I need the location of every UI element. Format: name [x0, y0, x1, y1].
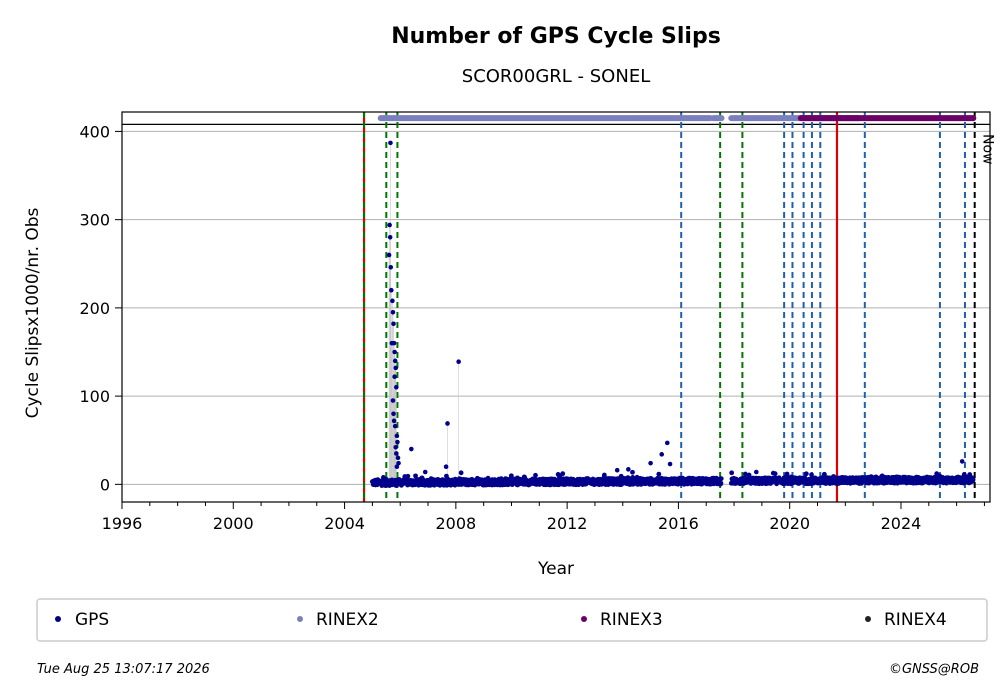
gps-point	[445, 421, 450, 426]
gps-point	[614, 467, 620, 473]
gps-point	[560, 471, 566, 477]
gps-point	[392, 423, 398, 429]
gps-point	[393, 444, 399, 450]
y-tick-label: 300	[79, 211, 110, 230]
y-tick-label: 400	[79, 122, 110, 141]
x-tick-label: 2020	[769, 514, 810, 533]
gps-point	[394, 464, 400, 470]
gps-point	[388, 140, 393, 146]
gps-point	[396, 460, 401, 466]
x-tick-label: 2008	[435, 514, 476, 533]
legend-label-rinex2: RINEX2	[316, 610, 379, 630]
footer-timestamp: Tue Aug 25 13:07:17 2026	[37, 662, 210, 677]
gps-point	[754, 469, 759, 475]
gps-point	[392, 358, 398, 364]
chart-title: Number of GPS Cycle Slips	[391, 24, 721, 49]
gps-point	[667, 461, 673, 467]
gps-point	[458, 470, 464, 476]
x-tick-label: 2004	[324, 514, 365, 533]
gps-point	[533, 472, 538, 478]
gps-point	[390, 309, 396, 315]
gps-point	[718, 476, 724, 482]
gps-point	[626, 467, 631, 472]
gps-point	[393, 365, 399, 371]
gps-point	[648, 460, 653, 466]
gps-point	[409, 446, 414, 452]
gps-point	[387, 222, 392, 228]
x-tick-label: 2000	[213, 514, 254, 533]
gps-point	[443, 464, 449, 470]
gps-point	[729, 470, 735, 476]
legend-label-gps: GPS	[75, 610, 109, 630]
footer-copyright: ©GNSS@ROB	[889, 662, 979, 677]
gps-point	[659, 452, 665, 457]
legend-marker-gps	[55, 616, 61, 622]
legend-marker-rinex4	[865, 616, 871, 622]
legend-marker-rinex3	[581, 616, 587, 622]
gps-point	[392, 374, 397, 380]
gps-point	[803, 471, 809, 477]
gps-point	[388, 264, 394, 270]
gps-point	[970, 477, 976, 482]
gps-point	[387, 234, 393, 240]
gps-point	[405, 473, 411, 479]
gps-point	[391, 321, 396, 327]
now-label: Now	[980, 134, 996, 165]
legend-label-rinex4: RINEX4	[884, 610, 947, 630]
gps-point	[456, 359, 461, 365]
legend-box	[36, 598, 988, 642]
gps-point	[395, 439, 400, 445]
gps-point	[394, 384, 399, 390]
x-tick-label: 1996	[102, 514, 143, 533]
gps-point	[391, 411, 396, 417]
x-axis-label: Year	[537, 559, 574, 579]
gps-point	[772, 471, 778, 477]
gps-point	[390, 298, 395, 304]
x-tick-label: 2012	[547, 514, 588, 533]
x-tick-label: 2024	[881, 514, 922, 533]
y-axis-label: Cycle Slipsx1000/nr. Obs	[23, 207, 43, 418]
gps-point	[389, 287, 394, 293]
gps-point	[413, 473, 418, 479]
gps-point	[601, 472, 607, 478]
gps-point	[391, 340, 397, 346]
gps-point	[630, 469, 635, 475]
gps-point	[394, 451, 399, 456]
plot-frame	[121, 111, 991, 503]
legend-label-rinex3: RINEX3	[600, 610, 663, 630]
gps-point	[392, 349, 397, 355]
gps-point	[391, 418, 397, 424]
gps-point	[743, 471, 748, 477]
y-tick-label: 0	[100, 475, 110, 494]
gps-point	[386, 252, 392, 258]
y-tick-label: 200	[79, 299, 110, 318]
gps-point	[390, 398, 396, 403]
plot-area: Now 1996 2000 2004 2008 2012 2016 2020 2024 0 100 2…	[79, 111, 996, 533]
x-tick-label: 2016	[658, 514, 699, 533]
gps-point	[664, 440, 670, 446]
legend: GPS RINEX2 RINEX3 RINEX4	[36, 598, 988, 642]
gps-point	[959, 459, 965, 464]
gps-point	[394, 433, 400, 439]
gps-point	[422, 469, 428, 475]
gps-point	[656, 471, 662, 477]
y-tick-label: 100	[79, 387, 110, 406]
gps-point	[821, 471, 827, 477]
chart-subtitle: SCOR00GRL - SONEL	[462, 66, 650, 87]
gps-point	[784, 471, 790, 477]
legend-marker-rinex2	[297, 616, 303, 622]
gps-point	[718, 480, 724, 486]
gps-point	[395, 455, 401, 461]
